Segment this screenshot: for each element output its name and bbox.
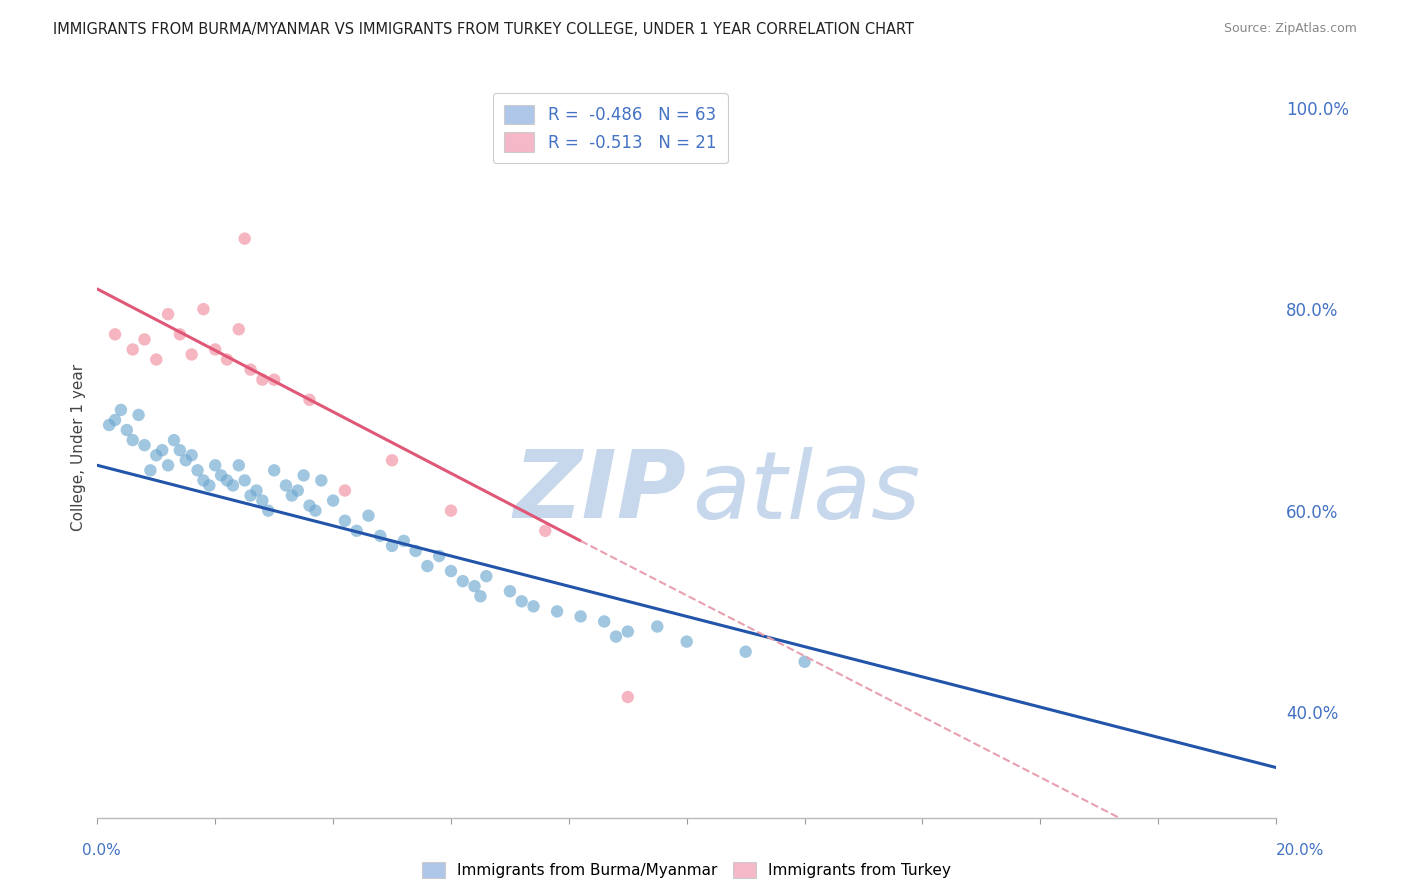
Point (222, 478, 245, 492)
Point (193, 474, 215, 488)
Point (169, 443, 191, 458)
Point (121, 433, 143, 447)
Point (311, 474, 333, 488)
Point (110, 403, 132, 417)
Point (157, 458, 180, 473)
Point (215, 352, 238, 367)
Point (304, 503, 326, 517)
Point (145, 352, 167, 367)
Point (333, 483, 356, 498)
Point (357, 508, 380, 523)
Point (675, 634, 697, 648)
Point (499, 584, 522, 599)
Point (605, 630, 627, 644)
Point (215, 474, 238, 488)
Point (169, 327, 191, 342)
Point (198, 478, 221, 492)
Point (204, 458, 226, 473)
Point (233, 474, 256, 488)
Point (263, 463, 285, 477)
Text: 0.0%: 0.0% (82, 843, 121, 858)
Point (228, 322, 250, 336)
Point (405, 544, 427, 558)
Point (322, 493, 344, 508)
Point (104, 413, 127, 427)
Point (392, 533, 415, 548)
Point (180, 448, 202, 462)
Text: IMMIGRANTS FROM BURMA/MYANMAR VS IMMIGRANTS FROM TURKEY COLLEGE, UNDER 1 YEAR CO: IMMIGRANTS FROM BURMA/MYANMAR VS IMMIGRA… (53, 22, 914, 37)
Point (346, 524, 368, 538)
Point (569, 609, 592, 624)
Point (617, 690, 640, 704)
Point (427, 549, 450, 563)
Point (734, 645, 756, 659)
Point (233, 232, 256, 246)
Point (470, 589, 492, 603)
Point (239, 362, 262, 376)
Y-axis label: College, Under 1 year: College, Under 1 year (72, 364, 86, 532)
Point (98, 417, 121, 432)
Point (204, 343, 226, 357)
Point (157, 307, 180, 321)
Point (163, 433, 186, 447)
Point (368, 529, 391, 543)
Point (298, 392, 321, 407)
Point (534, 524, 557, 538)
Point (475, 569, 498, 583)
Point (546, 604, 568, 618)
Point (381, 539, 404, 553)
Point (252, 493, 274, 508)
Point (298, 499, 321, 513)
Point (281, 489, 304, 503)
Point (274, 478, 297, 492)
Point (593, 615, 616, 629)
Point (440, 503, 463, 517)
Legend: R =  -0.486   N = 63, R =  -0.513   N = 21: R = -0.486 N = 63, R = -0.513 N = 21 (492, 93, 728, 163)
Point (617, 624, 640, 639)
Point (464, 579, 486, 593)
Point (263, 373, 285, 387)
Point (174, 453, 197, 467)
Point (239, 489, 262, 503)
Point (145, 448, 167, 462)
Text: ZIP: ZIP (513, 446, 686, 538)
Point (451, 574, 474, 589)
Text: 20.0%: 20.0% (1277, 843, 1324, 858)
Point (209, 468, 232, 483)
Point (416, 559, 439, 574)
Text: atlas: atlas (693, 447, 921, 538)
Text: Source: ZipAtlas.com: Source: ZipAtlas.com (1223, 22, 1357, 36)
Point (180, 347, 202, 361)
Point (292, 468, 315, 483)
Point (522, 599, 544, 614)
Point (104, 327, 127, 342)
Point (510, 594, 533, 608)
Point (128, 408, 150, 422)
Point (257, 503, 280, 517)
Point (333, 514, 356, 528)
Point (193, 302, 215, 317)
Point (440, 564, 463, 578)
Point (121, 343, 143, 357)
Point (645, 619, 668, 633)
Point (134, 438, 156, 452)
Point (252, 373, 274, 387)
Point (139, 463, 162, 477)
Point (150, 443, 173, 458)
Point (228, 458, 250, 473)
Point (381, 453, 404, 467)
Point (245, 483, 267, 498)
Point (187, 463, 209, 477)
Point (287, 483, 309, 498)
Point (115, 423, 138, 437)
Point (134, 332, 156, 346)
Point (793, 655, 815, 669)
